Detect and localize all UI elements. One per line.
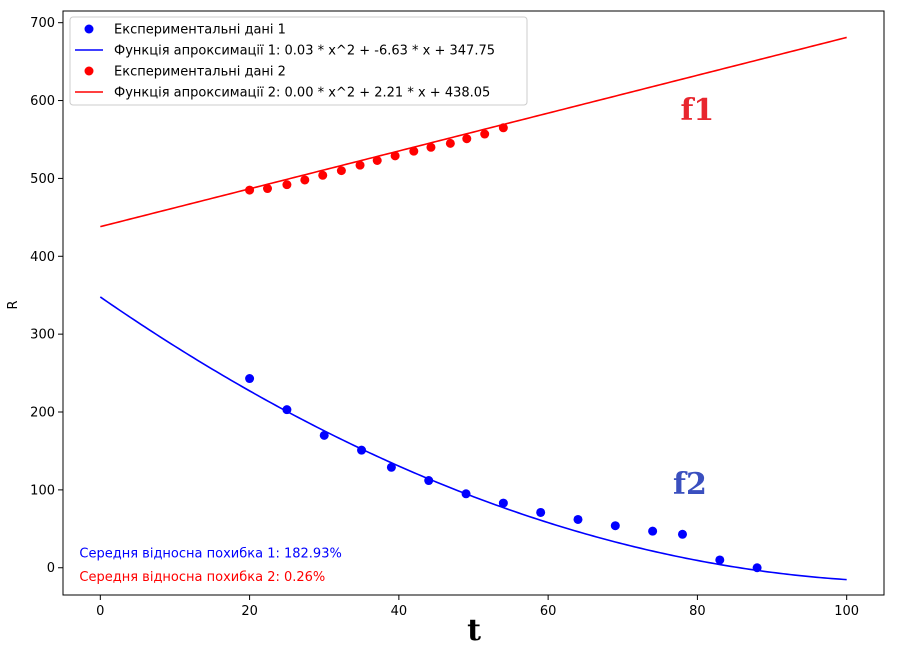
x-tick-label: 100 bbox=[834, 604, 859, 619]
legend-entry: Експериментальні дані 2 bbox=[114, 65, 286, 80]
axes-frame bbox=[62, 10, 885, 596]
curve-label: f2 bbox=[673, 467, 707, 502]
fit-line-3 bbox=[100, 36, 847, 228]
data-point-2 bbox=[372, 156, 382, 166]
data-point-0 bbox=[715, 555, 725, 565]
data-point-0 bbox=[357, 445, 367, 455]
axis-ticks: 0 20 40 60 80 100 0 100 200 300 400 500 600 700 bbox=[30, 16, 859, 619]
error-annotation: Середня відносна похибка 2: 0.26% bbox=[79, 570, 325, 585]
data-point-2 bbox=[318, 170, 328, 180]
y-tick-label: 700 bbox=[30, 16, 55, 31]
legend: Експериментальні дані 1 Функція апроксима… bbox=[69, 16, 528, 106]
data-point-2 bbox=[300, 175, 310, 185]
y-axis-label: R bbox=[6, 300, 21, 309]
legend-entry: Експериментальні дані 1 bbox=[114, 23, 286, 38]
data-point-2 bbox=[480, 129, 490, 139]
data-point-0 bbox=[498, 498, 508, 508]
data-point-0 bbox=[245, 374, 255, 384]
y-tick-label: 200 bbox=[30, 406, 55, 421]
legend-marker bbox=[84, 24, 94, 34]
data-point-2 bbox=[245, 185, 255, 195]
legend-box bbox=[69, 16, 528, 106]
error-annotation: Середня відносна похибка 1: 182.93% bbox=[79, 547, 341, 562]
data-point-0 bbox=[677, 529, 687, 539]
data-point-0 bbox=[386, 462, 396, 472]
x-tick-label: 60 bbox=[540, 604, 557, 619]
data-point-2 bbox=[462, 134, 472, 144]
data-point-2 bbox=[445, 138, 455, 148]
data-point-2 bbox=[336, 166, 346, 176]
data-point-2 bbox=[263, 184, 273, 194]
curve-label: f1 bbox=[681, 93, 715, 128]
data-point-0 bbox=[461, 489, 471, 499]
x-axis-label: t bbox=[467, 613, 481, 648]
data-point-2 bbox=[355, 160, 365, 170]
plot-area bbox=[99, 36, 847, 581]
data-point-2 bbox=[282, 180, 292, 190]
y-tick-label: 400 bbox=[30, 250, 55, 265]
data-point-0 bbox=[648, 526, 658, 536]
data-point-0 bbox=[424, 476, 434, 486]
data-point-0 bbox=[319, 430, 329, 440]
x-tick-label: 40 bbox=[391, 604, 408, 619]
data-point-0 bbox=[536, 507, 546, 517]
annotations: f1 f2 Середня відносна похибка 1: 182.93% С… bbox=[79, 93, 714, 585]
x-tick-label: 80 bbox=[689, 604, 706, 619]
data-point-2 bbox=[426, 142, 436, 152]
y-tick-label: 300 bbox=[30, 328, 55, 343]
y-tick-label: 100 bbox=[30, 483, 55, 498]
data-point-2 bbox=[498, 123, 508, 133]
data-point-0 bbox=[752, 563, 762, 573]
y-tick-label: 600 bbox=[30, 94, 55, 109]
data-point-0 bbox=[610, 521, 620, 531]
y-tick-label: 500 bbox=[30, 172, 55, 187]
legend-entry: Функція апроксимації 1: 0.03 * x^2 + -6.… bbox=[114, 44, 495, 59]
legend-entry: Функція апроксимації 2: 0.00 * x^2 + 2.2… bbox=[114, 86, 490, 101]
x-tick-label: 0 bbox=[96, 604, 104, 619]
legend-marker bbox=[84, 66, 94, 76]
data-point-0 bbox=[573, 514, 583, 524]
data-point-2 bbox=[390, 151, 400, 161]
data-point-2 bbox=[409, 146, 419, 156]
y-tick-label: 0 bbox=[47, 561, 55, 576]
x-tick-label: 20 bbox=[241, 604, 258, 619]
fit-line-1 bbox=[99, 296, 847, 581]
data-point-0 bbox=[282, 405, 292, 415]
